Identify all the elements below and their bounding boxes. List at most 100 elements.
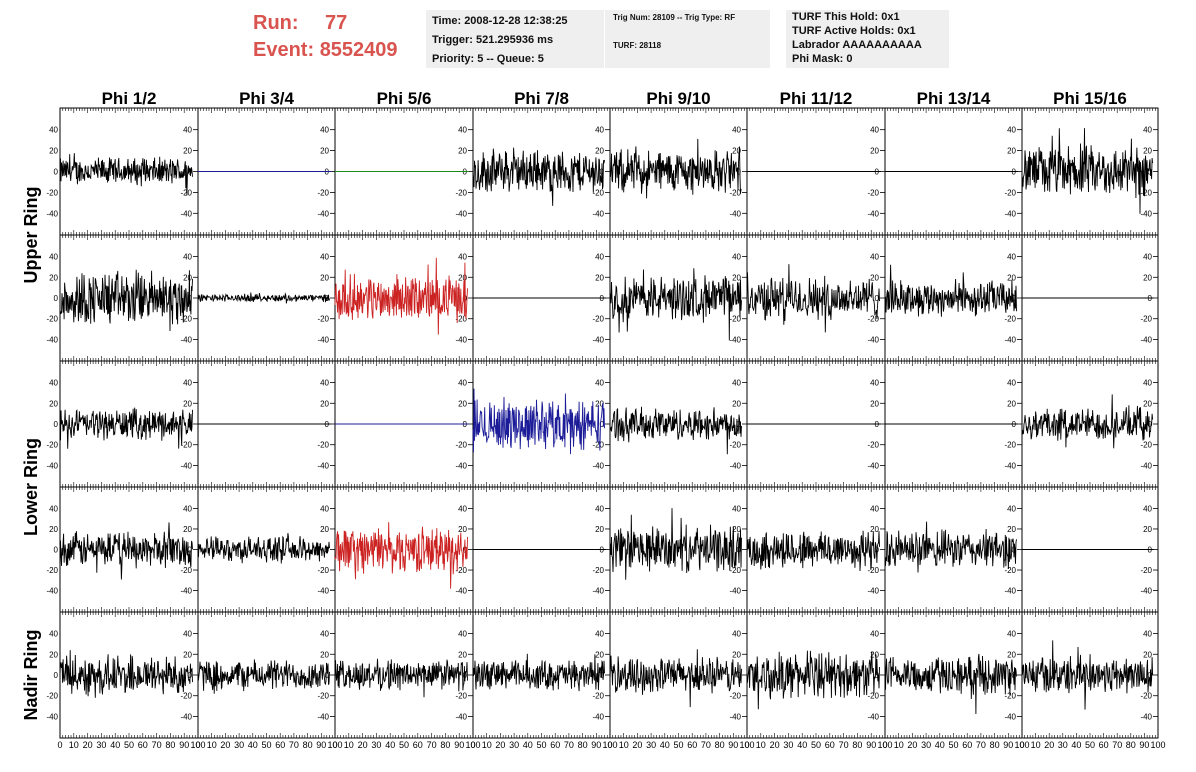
waveform-trace xyxy=(1021,394,1154,449)
y-tick-label: -40 xyxy=(455,461,467,470)
y-tick-label: -20 xyxy=(317,566,329,575)
y-tick-label: -20 xyxy=(180,566,192,575)
y-tick-label: -40 xyxy=(1004,209,1016,218)
y-tick-label: 40 xyxy=(1143,253,1152,262)
y-tick-label: 20 xyxy=(870,399,879,408)
y-tick-label: 40 xyxy=(458,630,467,639)
y-tick-label: 20 xyxy=(595,399,604,408)
y-tick-label: -40 xyxy=(1140,209,1152,218)
y-tick-label: 0 xyxy=(875,420,880,429)
y-tick-label: 40 xyxy=(49,504,58,513)
y-tick-label: 0 xyxy=(54,546,59,555)
x-tick-label: 10 xyxy=(619,740,629,750)
column-title: Phi 1/2 xyxy=(102,89,157,108)
y-tick-label: 20 xyxy=(458,273,467,282)
y-tick-label: 0 xyxy=(325,168,330,177)
x-tick-label: 40 xyxy=(797,740,807,750)
waveform-trace xyxy=(197,659,330,694)
y-tick-label: 20 xyxy=(320,525,329,534)
y-tick-label: 40 xyxy=(1007,630,1016,639)
y-tick-label: -40 xyxy=(729,712,741,721)
waveform-trace xyxy=(1021,128,1154,214)
trig-num-panel: Trig Num: 28109 -- Trig Type: RF TURF: 2… xyxy=(605,10,770,68)
x-tick-label: 80 xyxy=(578,740,588,750)
labrador-text: Labrador AAAAAAAAAA xyxy=(792,39,922,51)
waveform-trace xyxy=(472,653,605,692)
y-tick-label: 20 xyxy=(458,399,467,408)
y-tick-label: 40 xyxy=(595,630,604,639)
waveform-trace xyxy=(746,264,880,333)
y-tick-label: -40 xyxy=(317,209,329,218)
x-tick-label: 0 xyxy=(470,740,475,750)
y-tick-label: 0 xyxy=(1012,420,1017,429)
y-tick-label: -20 xyxy=(729,692,741,701)
y-tick-label: -40 xyxy=(46,587,58,596)
x-tick-label: 70 xyxy=(701,740,711,750)
y-tick-label: -20 xyxy=(455,315,467,324)
y-tick-label: -40 xyxy=(729,209,741,218)
y-tick-label: -40 xyxy=(867,209,879,218)
x-tick-label: 0 xyxy=(195,740,200,750)
y-tick-label: -40 xyxy=(455,587,467,596)
x-tick-label: 100 xyxy=(1014,740,1029,750)
y-tick-label: 20 xyxy=(595,525,604,534)
y-tick-label: 0 xyxy=(54,294,59,303)
x-tick-label: 90 xyxy=(179,740,189,750)
y-tick-label: -20 xyxy=(1004,566,1016,575)
x-tick-label: 80 xyxy=(1126,740,1136,750)
y-tick-label: -20 xyxy=(1004,315,1016,324)
turf-active-holds-text: TURF Active Holds: 0x1 xyxy=(792,25,916,37)
y-tick-label: 20 xyxy=(732,273,741,282)
y-tick-label: 20 xyxy=(870,525,879,534)
ring-label: Nadir Ring xyxy=(21,629,41,720)
y-tick-label: -20 xyxy=(180,441,192,450)
y-tick-label: 40 xyxy=(1007,379,1016,388)
x-tick-label: 80 xyxy=(440,740,450,750)
y-tick-label: -40 xyxy=(1004,335,1016,344)
x-tick-label: 30 xyxy=(96,740,106,750)
ring-label: Upper Ring xyxy=(21,187,41,284)
y-tick-label: 20 xyxy=(183,273,192,282)
y-tick-label: -20 xyxy=(1140,315,1152,324)
y-tick-label: 40 xyxy=(49,630,58,639)
y-tick-label: 40 xyxy=(183,253,192,262)
y-tick-label: -20 xyxy=(867,315,879,324)
waveform-trace xyxy=(59,153,193,196)
y-tick-label: 20 xyxy=(49,650,58,659)
y-tick-label: 40 xyxy=(870,504,879,513)
y-tick-label: -20 xyxy=(592,692,604,701)
y-tick-label: 0 xyxy=(54,420,59,429)
panel-frame xyxy=(746,611,886,739)
y-tick-label: -40 xyxy=(592,335,604,344)
x-tick-label: 0 xyxy=(1019,740,1024,750)
x-tick-label: 100 xyxy=(602,740,617,750)
x-tick-label: 70 xyxy=(839,740,849,750)
x-tick-label: 70 xyxy=(427,740,437,750)
y-tick-label: 40 xyxy=(320,253,329,262)
x-tick-label: 40 xyxy=(1071,740,1081,750)
x-tick-label: 30 xyxy=(921,740,931,750)
y-tick-label: -20 xyxy=(1004,441,1016,450)
y-tick-label: 40 xyxy=(870,630,879,639)
y-tick-label: 20 xyxy=(183,147,192,156)
y-tick-label: -20 xyxy=(1140,692,1152,701)
y-tick-label: -40 xyxy=(592,209,604,218)
y-tick-label: -20 xyxy=(180,692,192,701)
x-tick-label: 0 xyxy=(57,740,62,750)
y-tick-label: -40 xyxy=(1004,712,1016,721)
y-tick-label: -40 xyxy=(1140,461,1152,470)
x-tick-label: 90 xyxy=(728,740,738,750)
x-tick-label: 50 xyxy=(1085,740,1095,750)
y-tick-label: -20 xyxy=(867,188,879,197)
y-tick-label: 20 xyxy=(458,147,467,156)
y-tick-label: 0 xyxy=(600,294,605,303)
x-tick-label: 30 xyxy=(1058,740,1068,750)
x-tick-label: 10 xyxy=(894,740,904,750)
y-tick-label: -20 xyxy=(592,441,604,450)
waveform-trace xyxy=(609,138,742,199)
y-tick-label: 20 xyxy=(320,650,329,659)
x-tick-label: 50 xyxy=(124,740,134,750)
event-value: 8552409 xyxy=(319,39,398,61)
y-tick-label: 20 xyxy=(1007,273,1016,282)
